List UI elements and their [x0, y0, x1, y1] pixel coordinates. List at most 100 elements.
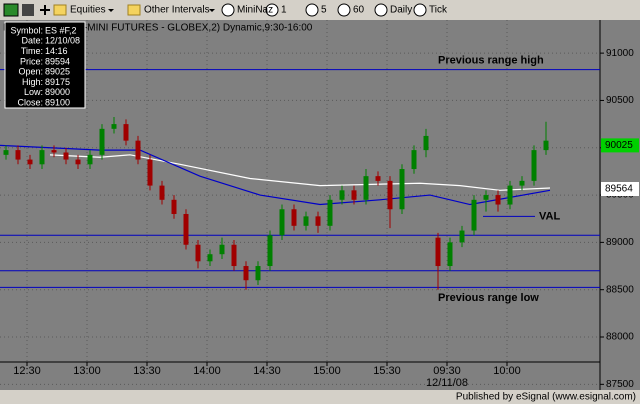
candle-body [303, 216, 309, 226]
x-tick-label: 10:00 [493, 365, 521, 377]
chart-title: ES #F, S&P 500 E-MINI FUTURES - GLOBEX,2… [3, 23, 313, 34]
info-value: 89594 [45, 56, 70, 66]
dropdown-arrow[interactable] [108, 9, 114, 12]
candle-body [231, 244, 237, 267]
info-label: Price: [20, 56, 43, 66]
candle-body [27, 159, 33, 165]
icon[interactable] [3, 3, 19, 17]
info-value: ES #F,2 [45, 25, 77, 35]
info-label: Close: [17, 97, 43, 107]
candle-body [375, 176, 381, 181]
y-tick-label: 88000 [606, 332, 634, 343]
y-tick-label: 90500 [606, 95, 634, 106]
info-label: Date: [21, 36, 43, 46]
info-label: Symbol: [10, 25, 43, 35]
candle-body [159, 185, 165, 200]
date-label: 12/11/08 [426, 377, 468, 389]
info-value: 89025 [45, 67, 70, 77]
x-tick-label: 09:30 [433, 365, 461, 377]
ma-line [49, 154, 551, 191]
candle-body [75, 159, 81, 165]
candle-body [51, 150, 57, 153]
candle-body [195, 244, 201, 262]
candle-body [171, 199, 177, 214]
candle-body [63, 152, 69, 160]
x-tick-label: 12:30 [13, 365, 41, 377]
info-value: 89000 [45, 87, 70, 97]
candle-body [3, 150, 9, 155]
candle-body [483, 195, 489, 200]
candle-body [243, 266, 249, 281]
toolbar [0, 0, 640, 20]
level-label: Previous range low [438, 292, 539, 304]
x-tick-label: 13:00 [73, 365, 101, 377]
candle-body [495, 195, 501, 205]
candle-body [507, 185, 513, 205]
y-tick-label: 89000 [606, 237, 634, 248]
toolbar-item[interactable]: Equities [70, 5, 106, 16]
icon[interactable] [374, 3, 388, 17]
icon[interactable] [127, 4, 141, 16]
candle-body [39, 150, 45, 165]
val-label: VAL [539, 210, 560, 222]
candle-body [111, 124, 117, 129]
candle-body [15, 150, 21, 160]
info-box-bg [4, 21, 86, 109]
candle-body [315, 216, 321, 226]
candle-body [363, 176, 369, 200]
candle-body [255, 266, 261, 281]
toolbar-item[interactable]: Tick [429, 5, 448, 16]
info-value: 89100 [45, 97, 70, 107]
toolbar-item[interactable]: MiniNaz [237, 5, 273, 16]
price-tag [601, 138, 639, 153]
toolbar-item[interactable]: 1 [281, 5, 287, 16]
candle-body [87, 154, 93, 165]
candle-body [207, 254, 213, 262]
toolbar-item[interactable]: Daily [390, 5, 412, 16]
icon[interactable] [40, 5, 50, 15]
candle-body [447, 242, 453, 267]
x-tick-label: 14:00 [193, 365, 221, 377]
icon[interactable] [22, 4, 34, 16]
dropdown-arrow[interactable] [209, 9, 215, 12]
x-tick-label: 14:30 [253, 365, 281, 377]
toolbar-item[interactable]: 60 [353, 5, 365, 16]
x-tick-label: 13:30 [133, 365, 161, 377]
icon[interactable] [337, 3, 351, 17]
candle-body [339, 190, 345, 200]
info-label: Time: [21, 46, 43, 56]
icon[interactable] [413, 3, 427, 17]
candle-body [183, 213, 189, 245]
y-tick-label: 88500 [606, 284, 634, 295]
candle-body [459, 230, 465, 243]
y-tick-label: 91000 [606, 48, 634, 59]
toolbar-item[interactable]: 5 [321, 5, 327, 16]
candle-body [471, 199, 477, 231]
candle-body [123, 124, 129, 141]
candle-body [267, 235, 273, 267]
icon[interactable] [265, 3, 279, 17]
info-value: 89175 [45, 77, 70, 87]
plot: 8750088000885008900089500900009050091000… [0, 20, 639, 390]
info-value: 12/10/08 [45, 36, 80, 46]
candle-body [531, 150, 537, 181]
price-tag [601, 182, 639, 197]
footer-text: Published by eSignal (www.esignal.com) [456, 392, 636, 403]
candle-body [435, 237, 441, 267]
toolbar-icons [3, 3, 427, 17]
candle-body [219, 244, 225, 255]
y-tick-label: 87500 [606, 379, 634, 390]
candle-body [327, 199, 333, 226]
level-label: Previous range high [438, 55, 544, 67]
icon[interactable] [221, 3, 235, 17]
price-tag-label: 89564 [605, 184, 633, 195]
candle-body [147, 159, 153, 186]
toolbar-item[interactable]: Other Intervals [144, 5, 210, 16]
icon[interactable] [53, 4, 67, 16]
candle-body [387, 180, 393, 210]
candle-body [279, 209, 285, 236]
icon[interactable] [305, 3, 319, 17]
candle-body [291, 209, 297, 226]
info-label: Low: [24, 87, 43, 97]
